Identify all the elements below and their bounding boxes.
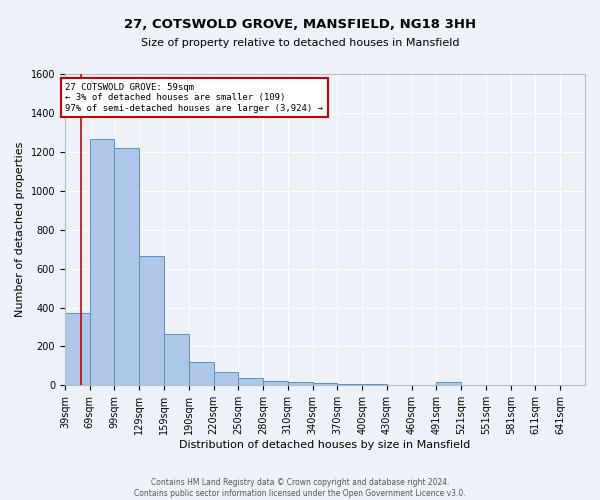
- Bar: [115, 148, 139, 386]
- Text: 27, COTSWOLD GROVE, MANSFIELD, NG18 3HH: 27, COTSWOLD GROVE, MANSFIELD, NG18 3HH: [124, 18, 476, 30]
- Bar: [164, 334, 189, 386]
- Bar: [313, 384, 337, 386]
- Y-axis label: Number of detached properties: Number of detached properties: [15, 142, 25, 318]
- Text: 27 COTSWOLD GROVE: 59sqm
← 3% of detached houses are smaller (109)
97% of semi-d: 27 COTSWOLD GROVE: 59sqm ← 3% of detache…: [65, 83, 323, 112]
- Bar: [65, 314, 89, 386]
- Bar: [89, 139, 115, 386]
- Bar: [337, 384, 362, 386]
- Bar: [214, 372, 238, 386]
- Bar: [436, 382, 461, 386]
- Bar: [288, 382, 313, 386]
- Bar: [238, 378, 263, 386]
- Text: Contains HM Land Registry data © Crown copyright and database right 2024.
Contai: Contains HM Land Registry data © Crown c…: [134, 478, 466, 498]
- Text: Size of property relative to detached houses in Mansfield: Size of property relative to detached ho…: [141, 38, 459, 48]
- Bar: [189, 362, 214, 386]
- Bar: [362, 384, 387, 386]
- Bar: [139, 256, 164, 386]
- Bar: [263, 380, 288, 386]
- X-axis label: Distribution of detached houses by size in Mansfield: Distribution of detached houses by size …: [179, 440, 470, 450]
